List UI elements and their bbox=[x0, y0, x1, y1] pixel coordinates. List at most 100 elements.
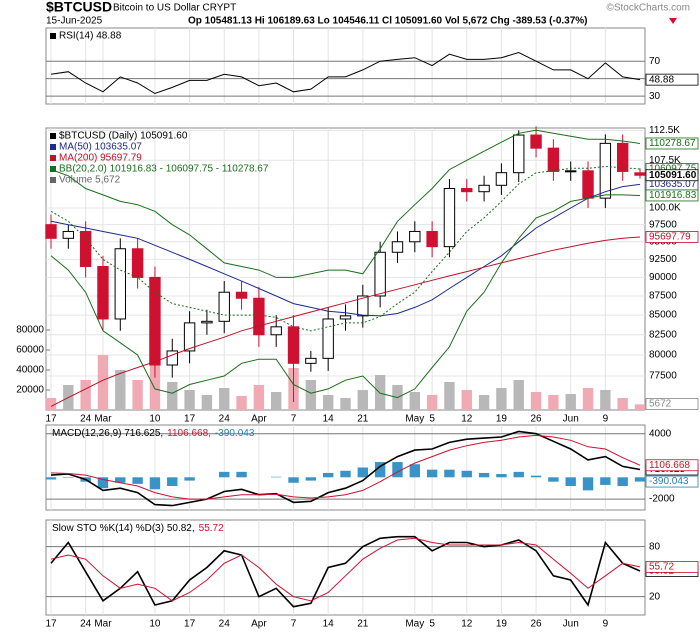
bar bbox=[409, 392, 420, 410]
symbol: $BTCUSD bbox=[46, 0, 112, 15]
bar bbox=[634, 477, 646, 482]
y-tick-label: 30 bbox=[649, 91, 661, 102]
candle-body bbox=[409, 230, 421, 243]
callout-box bbox=[645, 169, 699, 182]
callout-label: 101916.83 bbox=[649, 190, 697, 201]
bar bbox=[478, 395, 490, 410]
line-series bbox=[50, 434, 641, 500]
bar bbox=[184, 477, 195, 481]
callout-label: 106097.75 bbox=[649, 164, 697, 175]
candle-body bbox=[235, 291, 248, 299]
bar bbox=[149, 477, 161, 490]
bar bbox=[45, 477, 57, 480]
bar bbox=[340, 470, 351, 478]
bar bbox=[548, 395, 559, 410]
candle-body bbox=[530, 134, 542, 149]
panel-frame bbox=[45, 27, 646, 105]
bar bbox=[513, 380, 524, 410]
bar bbox=[461, 390, 472, 410]
x-tick-label: 10 bbox=[149, 619, 161, 630]
bar bbox=[305, 477, 317, 481]
bar bbox=[115, 477, 126, 483]
candle-body bbox=[201, 320, 213, 324]
bar bbox=[271, 392, 282, 410]
line-series bbox=[50, 129, 641, 278]
bar bbox=[219, 388, 230, 410]
line-series bbox=[50, 183, 641, 317]
candle-body bbox=[374, 251, 386, 297]
y-tick-label: 87500 bbox=[649, 291, 677, 302]
candle-body bbox=[218, 291, 230, 322]
legend-entry: 55.72 bbox=[199, 523, 224, 534]
bar bbox=[115, 370, 126, 410]
bar bbox=[565, 477, 576, 487]
y-tick-label: 82500 bbox=[649, 329, 677, 340]
candle-body bbox=[599, 142, 612, 199]
bar bbox=[426, 469, 438, 478]
y-tick-label: 100.0K bbox=[649, 203, 681, 214]
x-tick-label: 26 bbox=[530, 414, 542, 425]
panel-frame bbox=[45, 519, 646, 616]
bar bbox=[496, 388, 507, 410]
callout-box bbox=[645, 73, 699, 86]
x-tick-label: 9 bbox=[603, 414, 609, 425]
y-tick-label: 4000 bbox=[649, 428, 672, 439]
bar bbox=[236, 471, 247, 478]
bar bbox=[374, 462, 386, 478]
legend: MACD(12,26,9) 716.625, 1106.668, -390.043 bbox=[52, 428, 255, 439]
candle-body bbox=[166, 350, 178, 366]
bar bbox=[340, 398, 351, 410]
candle-body bbox=[461, 187, 473, 193]
bar bbox=[530, 475, 542, 478]
callout-box bbox=[645, 398, 699, 410]
legend-entry: MA(50) 103635.07 bbox=[59, 142, 142, 153]
bar bbox=[288, 477, 299, 483]
legend-entry: MACD(12,26,9) 716.625, bbox=[52, 428, 163, 439]
bar bbox=[97, 355, 109, 410]
candle-body bbox=[97, 266, 109, 320]
bar bbox=[582, 477, 594, 491]
candle-body bbox=[547, 147, 560, 172]
bar bbox=[600, 390, 611, 410]
callout-box bbox=[645, 231, 699, 243]
callout-label: 55.72 bbox=[649, 562, 674, 573]
bar bbox=[461, 470, 472, 478]
candle-body bbox=[131, 248, 144, 278]
candle-body bbox=[270, 326, 282, 336]
x-tick-label: Mar bbox=[94, 619, 112, 630]
x-tick-label: 12 bbox=[461, 414, 473, 425]
bar bbox=[617, 477, 628, 487]
legend-entry: Slow STO %K(14) %D(3) 50.82, bbox=[52, 523, 195, 534]
bar bbox=[322, 472, 334, 478]
legend-swatch bbox=[50, 33, 56, 39]
candle-body bbox=[62, 230, 75, 239]
x-tick-label: 17 bbox=[45, 619, 57, 630]
x-tick-label: Jun bbox=[563, 619, 579, 630]
legend-swatch bbox=[50, 133, 56, 139]
bar bbox=[357, 467, 369, 478]
x-tick-label: 17 bbox=[184, 619, 196, 630]
candle-body bbox=[582, 170, 594, 199]
candle-body bbox=[478, 184, 490, 193]
legend-entry: Volume 5,672 bbox=[59, 175, 121, 186]
x-tick-label: 24 bbox=[219, 414, 231, 425]
candle-body bbox=[339, 315, 352, 320]
candle-body bbox=[513, 134, 525, 174]
quote: Op 105481.13 Hi 106189.63 Lo 104546.11 C… bbox=[188, 16, 588, 27]
bar bbox=[530, 392, 542, 410]
x-tick-label: 10 bbox=[149, 414, 161, 425]
x-tick-label: 9 bbox=[603, 619, 609, 630]
bar bbox=[201, 395, 213, 410]
legend-swatch bbox=[50, 144, 56, 150]
x-tick-label: 14 bbox=[323, 414, 335, 425]
y-tick-label: 92500 bbox=[649, 254, 677, 265]
callout-label: 103635.07 bbox=[649, 179, 697, 190]
credit: ©StockCharts.com bbox=[606, 3, 690, 14]
legend-entry: -390.043 bbox=[215, 428, 255, 439]
line-series bbox=[50, 51, 641, 95]
candle-body bbox=[616, 142, 629, 172]
bar bbox=[63, 477, 74, 478]
x-tick-label: 21 bbox=[357, 619, 369, 630]
x-tick-label: 24 bbox=[219, 619, 231, 630]
